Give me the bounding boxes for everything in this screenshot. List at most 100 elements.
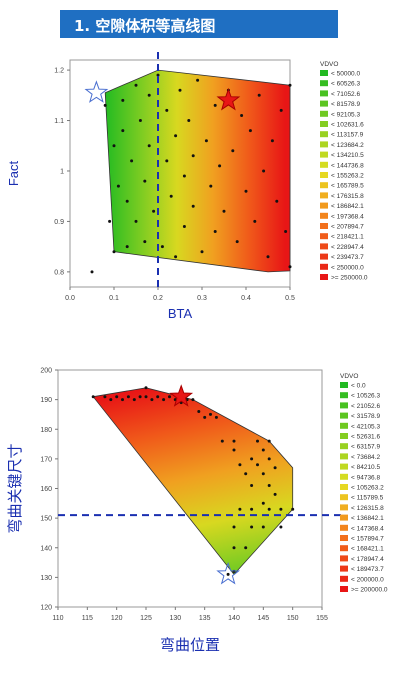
data-point — [270, 139, 274, 143]
legend-swatch — [320, 141, 328, 148]
legend-label: < 115789.5 — [351, 495, 384, 502]
data-point — [162, 398, 166, 402]
contour-chart-vdvo-bta-fact: 0.0 0.1 0.2 0.3 0.4 0.5 0.8 0.9 1 1.1 1.2 BTA Fact VD… — [6, 52, 368, 321]
data-point — [143, 240, 147, 244]
data-point — [213, 103, 217, 107]
legend-label: < 0.0 — [351, 383, 366, 390]
legend-swatch — [340, 453, 348, 460]
x-tick-label: 0.2 — [153, 295, 163, 302]
legend-label: < 197368.4 — [331, 213, 364, 220]
data-point — [257, 93, 261, 97]
legend-label: < 186842.1 — [331, 203, 364, 210]
data-point — [253, 219, 257, 223]
x-tick-label: 130 — [169, 615, 181, 622]
data-point — [187, 119, 191, 122]
data-point — [134, 219, 138, 223]
legend-label: < 123684.2 — [331, 142, 364, 149]
x-tick-label: 140 — [228, 615, 240, 622]
data-point — [231, 149, 235, 153]
data-point — [182, 174, 186, 178]
legend-swatch — [320, 274, 328, 280]
data-point — [213, 230, 217, 233]
x-tick-label: 115 — [82, 615, 93, 622]
legend-label: < 168421.1 — [351, 546, 384, 553]
data-point — [220, 439, 224, 443]
data-point — [156, 73, 160, 77]
legend-label: < 21052.6 — [351, 403, 380, 410]
data-point — [147, 144, 151, 148]
data-point — [240, 114, 244, 117]
data-point — [125, 245, 129, 249]
legend-label: < 178947.4 — [351, 556, 384, 563]
y-tick-label: 180 — [40, 427, 52, 434]
star-marker — [169, 384, 194, 407]
star-marker — [216, 87, 241, 111]
legend-label: < 105263.2 — [351, 485, 384, 492]
data-point — [90, 270, 94, 274]
legend-swatch — [340, 382, 348, 388]
data-point — [275, 199, 279, 203]
data-point — [262, 169, 266, 173]
section-header: 1. 空隙体积等高线图 — [60, 10, 338, 38]
data-point — [291, 507, 295, 511]
data-point — [126, 395, 130, 399]
y-tick-label: 160 — [40, 486, 52, 493]
data-point — [144, 395, 148, 399]
legend-swatch — [320, 182, 328, 189]
data-point — [204, 139, 208, 143]
data-point — [266, 255, 270, 259]
data-point — [91, 395, 95, 399]
x-tick-label: 0.4 — [241, 295, 251, 302]
legend-label: < 189473.7 — [351, 566, 384, 573]
data-point — [273, 466, 277, 470]
x-tick-label: 0.0 — [65, 295, 75, 302]
x-tick-label: 150 — [287, 615, 299, 622]
x-axis-title: 弯曲位置 — [160, 637, 220, 654]
data-point — [222, 209, 226, 213]
legend-swatch — [340, 484, 348, 490]
legend-swatch — [340, 463, 348, 470]
legend-title: VDVO — [320, 61, 338, 68]
star-marker — [216, 561, 241, 585]
data-point — [134, 83, 138, 87]
legend-swatch — [340, 504, 348, 511]
legend-label: >= 200000.0 — [351, 587, 388, 594]
y-tick-label: 1.2 — [54, 68, 64, 75]
legend-swatch — [340, 402, 348, 409]
x-tick-label: 120 — [111, 615, 123, 622]
data-point — [196, 78, 200, 82]
legend-label: < 52631.6 — [351, 434, 380, 441]
legend-label: < 50000.0 — [331, 71, 360, 78]
legend-label: < 102631.6 — [331, 122, 364, 129]
legend-label: < 250000.0 — [331, 264, 364, 271]
y-tick-label: 120 — [40, 605, 52, 612]
legend-label: < 60526.3 — [331, 81, 360, 88]
data-point — [209, 184, 213, 188]
legend-label: < 136842.1 — [351, 515, 384, 522]
data-point — [267, 484, 271, 487]
legend-label: < 113157.9 — [331, 132, 364, 139]
data-point — [143, 179, 147, 183]
data-point — [261, 501, 265, 505]
x-tick-label: 0.5 — [285, 295, 295, 302]
legend-swatch — [320, 131, 328, 138]
legend-swatch — [320, 202, 328, 209]
data-point — [238, 463, 242, 467]
legend-label: < 144736.8 — [331, 162, 364, 169]
data-point — [156, 395, 160, 399]
legend-label: < 200000.0 — [351, 576, 384, 583]
x-tick-label: 110 — [52, 615, 63, 622]
data-point — [261, 472, 265, 476]
data-point — [200, 250, 204, 254]
data-point — [279, 108, 283, 112]
data-point — [250, 484, 254, 487]
data-point — [191, 204, 195, 208]
data-point — [125, 199, 129, 203]
data-point — [138, 395, 142, 399]
legend-swatch — [320, 161, 328, 168]
legend-swatch — [340, 514, 348, 521]
data-point — [152, 209, 156, 213]
legend-label: < 134210.5 — [331, 152, 364, 159]
legend-label: < 10526.3 — [351, 393, 380, 400]
data-point — [178, 88, 182, 92]
